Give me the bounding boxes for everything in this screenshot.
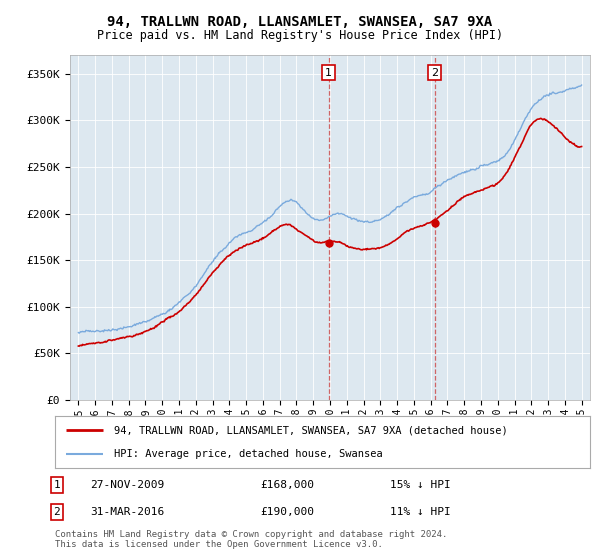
Text: 27-NOV-2009: 27-NOV-2009 xyxy=(90,480,164,490)
Text: 94, TRALLWN ROAD, LLANSAMLET, SWANSEA, SA7 9XA: 94, TRALLWN ROAD, LLANSAMLET, SWANSEA, S… xyxy=(107,15,493,29)
Text: Contains HM Land Registry data © Crown copyright and database right 2024.
This d: Contains HM Land Registry data © Crown c… xyxy=(55,530,448,549)
Text: 11% ↓ HPI: 11% ↓ HPI xyxy=(390,507,451,517)
Text: 31-MAR-2016: 31-MAR-2016 xyxy=(90,507,164,517)
Text: 94, TRALLWN ROAD, LLANSAMLET, SWANSEA, SA7 9XA (detached house): 94, TRALLWN ROAD, LLANSAMLET, SWANSEA, S… xyxy=(114,425,508,435)
Text: Price paid vs. HM Land Registry's House Price Index (HPI): Price paid vs. HM Land Registry's House … xyxy=(97,29,503,42)
Text: 1: 1 xyxy=(325,68,332,78)
Text: 1: 1 xyxy=(53,480,61,490)
Text: HPI: Average price, detached house, Swansea: HPI: Average price, detached house, Swan… xyxy=(114,449,383,459)
Text: £190,000: £190,000 xyxy=(260,507,314,517)
Text: 2: 2 xyxy=(53,507,61,517)
Text: 15% ↓ HPI: 15% ↓ HPI xyxy=(390,480,451,490)
Text: £168,000: £168,000 xyxy=(260,480,314,490)
Text: 2: 2 xyxy=(431,68,439,78)
